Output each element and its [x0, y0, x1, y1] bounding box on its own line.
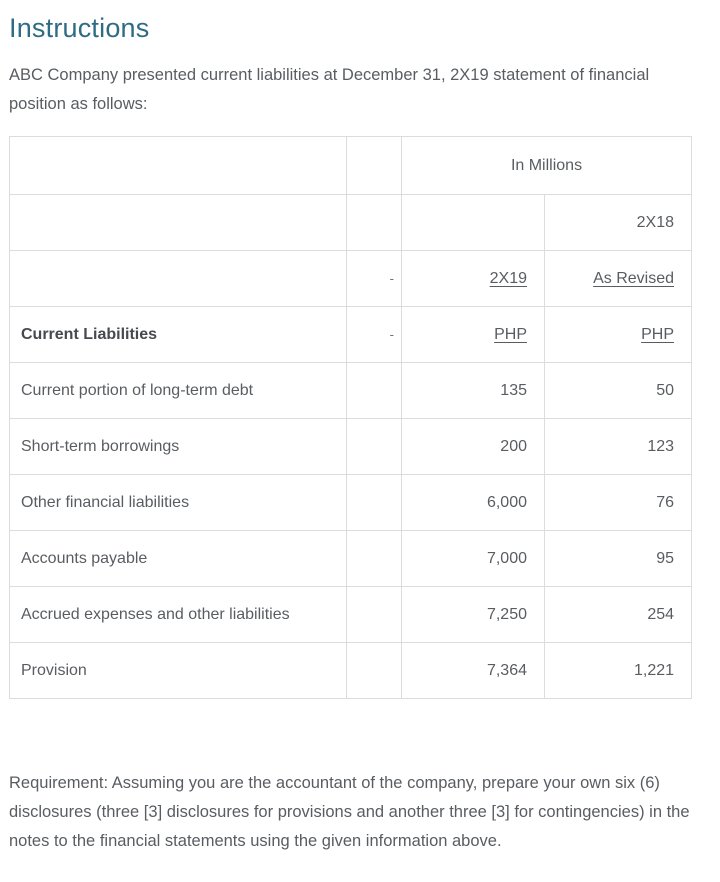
table-row-column-headers: - 2X19 As Revised [9, 250, 693, 307]
cell-value-2x18: 1,221 [543, 642, 693, 699]
cell-empty [401, 194, 545, 251]
cell-value-2x18: 254 [543, 586, 693, 643]
table-row: Accrued expenses and other liabilities 7… [9, 586, 693, 643]
requirement-section: Requirement: Assuming you are the accoun… [9, 769, 695, 856]
current-liabilities-table: In Millions 2X18 - 2X19 As Revised Curre… [9, 136, 693, 699]
cell-value-2x19: 200 [401, 418, 545, 475]
cell-value-2x19: 7,364 [401, 642, 545, 699]
cell-currency-2x18: PHP [543, 306, 693, 363]
cell-label: Short-term borrowings [9, 418, 347, 475]
instructions-page: Instructions ABC Company presented curre… [9, 13, 695, 856]
cell-value-2x18: 95 [543, 530, 693, 587]
table-row: Other financial liabilities 6,000 76 [9, 474, 693, 531]
currency-2x18-label: PHP [641, 325, 675, 343]
cell-value-2x18: 76 [543, 474, 693, 531]
cell-empty [9, 194, 347, 251]
table-row: Short-term borrowings 200 123 [9, 418, 693, 475]
cell-value-2x19: 6,000 [401, 474, 545, 531]
cell-value-2x18: 50 [543, 362, 693, 419]
table-row-section-header: Current Liabilities - PHP PHP [9, 306, 693, 363]
table-row-in-millions: In Millions [9, 136, 693, 195]
cell-label: Provision [9, 642, 347, 699]
cell-dash: - [346, 250, 402, 307]
cell-value-2x19: 7,250 [401, 586, 545, 643]
cell-empty [346, 194, 402, 251]
cell-label: Current portion of long-term debt [9, 362, 347, 419]
cell-empty [346, 362, 402, 419]
year-2x19-label: 2X19 [489, 269, 527, 287]
cell-empty [346, 136, 402, 195]
cell-as-revised: As Revised [543, 250, 693, 307]
cell-empty [346, 530, 402, 587]
cell-empty [9, 250, 347, 307]
cell-year-2x18: 2X18 [543, 194, 693, 251]
cell-value-2x18: 123 [543, 418, 693, 475]
table-row: Current portion of long-term debt 135 50 [9, 362, 693, 419]
cell-empty [9, 136, 347, 195]
cell-value-2x19: 7,000 [401, 530, 545, 587]
table-row: Provision 7,364 1,221 [9, 642, 693, 699]
currency-2x19-label: PHP [494, 325, 527, 343]
cell-empty [346, 642, 402, 699]
intro-paragraph: ABC Company presented current liabilitie… [9, 66, 650, 113]
cell-in-millions: In Millions [400, 136, 693, 195]
cell-year-2x19: 2X19 [401, 250, 545, 307]
cell-empty [346, 474, 402, 531]
cell-label: Other financial liabilities [9, 474, 347, 531]
cell-label: Accrued expenses and other liabilities [9, 586, 347, 643]
table-row: Accounts payable 7,000 95 [9, 530, 693, 587]
cell-section-title: Current Liabilities [9, 306, 347, 363]
cell-empty [346, 418, 402, 475]
table-row-2x18: 2X18 [9, 194, 693, 251]
cell-empty [346, 586, 402, 643]
cell-dash: - [346, 306, 402, 363]
cell-label: Accounts payable [9, 530, 347, 587]
cell-currency-2x19: PHP [401, 306, 545, 363]
as-revised-label: As Revised [593, 269, 675, 287]
requirement-paragraph: Requirement: Assuming you are the accoun… [9, 774, 690, 850]
cell-value-2x19: 135 [401, 362, 545, 419]
page-title: Instructions [9, 13, 150, 43]
